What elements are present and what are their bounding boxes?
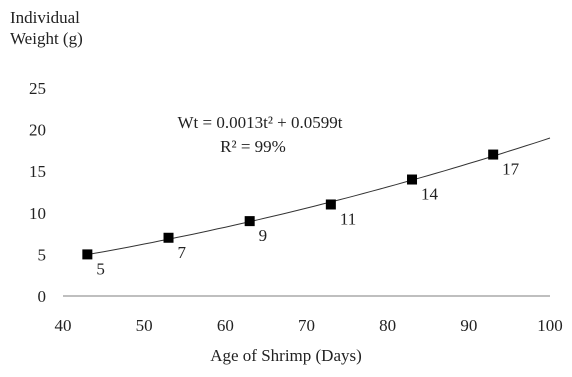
y-tick-label: 25 — [29, 79, 46, 98]
data-point-marker — [82, 249, 93, 260]
y-tick-label: 15 — [29, 162, 46, 181]
data-point-marker — [163, 232, 174, 243]
x-axis-title: Age of Shrimp (Days) — [210, 346, 362, 365]
data-point-marker — [244, 216, 255, 227]
x-tick-label: 80 — [379, 316, 396, 335]
data-point-label: 14 — [421, 185, 439, 204]
data-point-label: 9 — [259, 226, 268, 245]
y-tick-label: 5 — [38, 245, 47, 264]
x-tick-labels: 40 50 60 70 80 90 100 — [55, 316, 563, 335]
data-point-label: 17 — [502, 160, 520, 179]
data-labels: 5 7 9 11 14 17 — [96, 160, 519, 279]
y-axis-title: Individual Weight (g) — [10, 7, 83, 49]
data-point-marker — [325, 199, 336, 210]
y-tick-label: 20 — [29, 121, 46, 140]
x-tick-label: 40 — [55, 316, 72, 335]
data-point-label: 5 — [96, 259, 105, 278]
y-tick-label: 10 — [29, 204, 46, 223]
x-tick-label: 90 — [460, 316, 477, 335]
data-point-marker — [407, 174, 418, 185]
x-tick-label: 60 — [217, 316, 234, 335]
y-tick-label: 0 — [38, 287, 47, 306]
data-points — [82, 149, 499, 260]
y-tick-labels: 0 5 10 15 20 25 — [29, 79, 46, 306]
data-point-label: 11 — [340, 209, 356, 228]
x-tick-label: 50 — [136, 316, 153, 335]
data-point-marker — [488, 149, 499, 160]
y-axis-title-line2: Weight (g) — [10, 29, 83, 48]
r-squared-label: R² = 99% — [220, 137, 286, 156]
trendline — [87, 137, 551, 256]
trendline-equation: Wt = 0.0013t² + 0.0599t — [178, 113, 343, 132]
data-point-label: 7 — [178, 243, 187, 262]
y-axis-title-line1: Individual — [10, 8, 80, 27]
x-tick-label: 70 — [298, 316, 315, 335]
x-tick-label: 100 — [537, 316, 563, 335]
